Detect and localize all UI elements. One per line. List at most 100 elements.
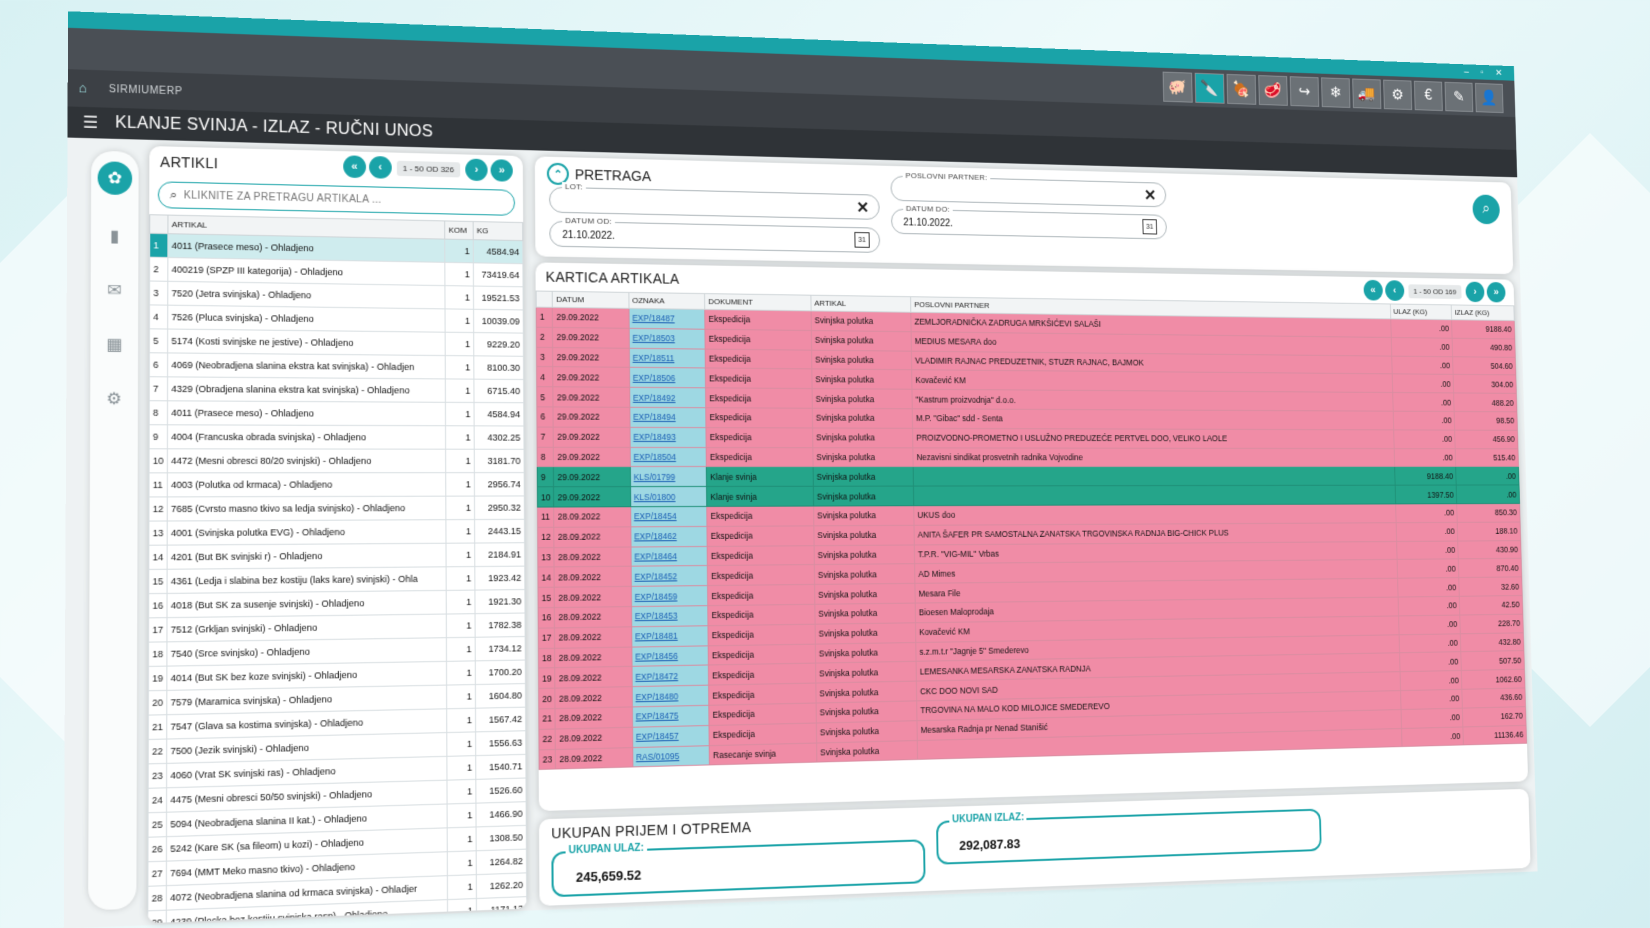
next-page-button[interactable]: › [1465, 281, 1485, 303]
table-row[interactable]: 5 5174 (Kosti svinjske ne jestive) - Ohla… [149, 328, 524, 357]
document-link[interactable]: EXP/18472 [635, 670, 679, 682]
column-header: DOKUMENT [704, 293, 812, 311]
pig-icon[interactable]: 🐖 [1162, 71, 1193, 103]
table-cell: .00 [1393, 429, 1456, 449]
document-link[interactable]: EXP/18464 [634, 551, 677, 562]
clear-icon[interactable]: ✕ [856, 199, 870, 217]
app-name: SIRMIUMERP [108, 83, 183, 98]
euro-icon[interactable]: € [1413, 80, 1443, 112]
document-link[interactable]: EXP/18456 [635, 650, 678, 662]
document-link[interactable]: EXP/18503 [632, 333, 675, 344]
search-button[interactable]: ⌕ [1472, 194, 1501, 225]
home-icon[interactable]: ⌂ [78, 79, 88, 96]
document-link[interactable]: EXP/18494 [633, 412, 676, 423]
snowflake-icon[interactable]: ❄ [1321, 77, 1351, 108]
chart-icon[interactable]: ▮ [109, 227, 120, 246]
document-link[interactable]: KLS/01800 [633, 491, 676, 502]
first-page-button[interactable]: « [342, 155, 366, 179]
close-button[interactable]: ✕ [1495, 67, 1503, 79]
document-link[interactable]: RAS/01095 [635, 750, 680, 763]
oznaka-cell: EXP/18457 [632, 725, 710, 748]
table-cell: 28.09.2022 [554, 506, 631, 528]
truck-icon[interactable]: 🚚 [1352, 78, 1382, 109]
document-link[interactable]: EXP/18506 [632, 372, 676, 383]
table-row[interactable]: 11 4003 (Polutka od krmaca) - Ohladjeno 1 2… [148, 472, 525, 497]
table-cell: 10 [537, 486, 555, 508]
minimize-button[interactable]: – [1463, 66, 1469, 77]
table-cell: 21 [148, 714, 167, 740]
document-link[interactable]: EXP/18492 [632, 392, 676, 403]
table-row[interactable]: 9 29.09.2022 KLS/01799 Klanje svinja Svinjsk… [537, 466, 1520, 487]
document-link[interactable]: EXP/18487 [632, 313, 675, 324]
document-link[interactable]: EXP/18459 [634, 590, 678, 602]
document-link[interactable]: EXP/18504 [633, 451, 677, 462]
table-cell: 7 [149, 376, 168, 401]
table-cell: 32.60 [1458, 577, 1523, 597]
gears-icon[interactable]: ⚙ [1383, 79, 1413, 111]
datum-od-field[interactable]: DATUM OD: 21.10.2022. 31 [549, 215, 881, 253]
table-cell: 24 [148, 787, 167, 813]
document-link[interactable]: EXP/18452 [634, 571, 678, 582]
document-link[interactable]: EXP/18454 [633, 511, 677, 522]
knife-icon[interactable]: 🔪 [1194, 72, 1225, 104]
document-link[interactable]: EXP/18457 [635, 730, 679, 743]
clear-icon[interactable]: ✕ [1144, 187, 1157, 205]
maximize-button[interactable]: ▫ [1480, 67, 1484, 78]
first-page-button[interactable]: « [1363, 279, 1383, 301]
meat-icon[interactable]: 🥩 [1258, 75, 1288, 106]
datum-do-field[interactable]: DATUM DO: 21.10.2022. 31 [890, 203, 1168, 240]
document-link[interactable]: EXP/18480 [635, 690, 679, 702]
table-row[interactable]: 14 4201 (But BK svinjski r) - Ohladjeno 1 2… [148, 542, 525, 570]
table-cell: 1734.12 [475, 636, 526, 661]
table-row[interactable]: 12 7685 (Cvrsto masno tkivo sa ledja svin… [148, 495, 525, 522]
table-cell: Svinjska polutka [813, 525, 915, 546]
document-link[interactable]: KLS/01799 [633, 471, 676, 482]
table-cell: 1 [444, 239, 474, 263]
table-cell: 436.60 [1462, 687, 1526, 708]
next-page-button[interactable]: › [465, 158, 488, 182]
last-page-button[interactable]: » [1486, 281, 1506, 303]
artikli-pager: « ‹ 1 - 50 OD 326 › » [342, 155, 513, 182]
last-page-button[interactable]: » [490, 159, 513, 182]
table-cell: 507.50 [1461, 650, 1525, 671]
document-link[interactable]: EXP/18511 [632, 352, 675, 364]
settings-icon[interactable]: ⚙ [106, 390, 122, 409]
leg-icon[interactable]: 🍖 [1226, 73, 1257, 105]
table-row[interactable]: 9 4004 (Francuska obrada svinjska) - Ohla… [149, 424, 525, 450]
calendar-icon[interactable]: 31 [854, 231, 870, 248]
apps-icon[interactable]: ✿ [97, 161, 133, 196]
table-cell: 13 [148, 520, 168, 546]
calculator-icon[interactable]: ▦ [106, 336, 123, 355]
lot-field[interactable]: LOT: ✕ [549, 181, 880, 220]
document-link[interactable]: EXP/18462 [634, 531, 677, 542]
menu-icon[interactable]: ☰ [82, 114, 99, 133]
artikli-search-input[interactable] [183, 189, 515, 209]
table-cell: 20 [538, 688, 556, 709]
mail-icon[interactable]: ✉ [107, 281, 122, 300]
calendar-icon[interactable]: 31 [1142, 219, 1158, 235]
table-cell: Svinjska polutka [811, 369, 913, 390]
table-cell: 28.09.2022 [554, 606, 632, 628]
table-row[interactable]: 8 29.09.2022 EXP/18504 Ekspedicija Svinjska … [537, 446, 1519, 467]
pen-icon[interactable]: ✎ [1444, 81, 1474, 113]
document-link[interactable]: EXP/18475 [635, 710, 679, 722]
table-row[interactable]: 7 4329 (Obradjena slanina ekstra kat svin… [149, 376, 524, 403]
table-row[interactable]: 7 29.09.2022 EXP/18493 Ekspedicija Svinjska … [536, 426, 1518, 449]
table-row[interactable]: 8 4011 (Prasece meso) - Ohladjeno 1 4584.94 [149, 400, 524, 427]
table-cell: .00 [1397, 577, 1460, 598]
document-link[interactable]: EXP/18453 [634, 610, 678, 622]
column-header: DATUM [552, 291, 629, 309]
document-link[interactable]: EXP/18493 [633, 432, 676, 443]
hook-icon[interactable]: ↪ [1289, 76, 1320, 107]
user-settings-icon[interactable]: 👤 [1474, 82, 1504, 114]
table-row[interactable]: 10 4472 (Mesni obresci 80/20 svinjski) - … [149, 448, 525, 473]
app-window: – ▫ ✕ 🐖 🔪 🍖 🥩 ↪ ❄ 🚚 ⚙ € ✎ 👤 ⌂ SIRMIUMERP ☰ KLANJE … [63, 11, 1538, 928]
document-link[interactable]: EXP/18481 [634, 630, 678, 642]
table-cell: 8100.30 [473, 355, 524, 380]
prev-page-button[interactable]: ‹ [1384, 280, 1405, 301]
table-row[interactable]: 6 4069 (Neobradjena slanina ekstra kat sv… [149, 352, 524, 380]
table-row[interactable]: 13 4001 (Svinjska polutka EVG) - Ohladjen… [148, 519, 525, 546]
table-cell: Svinjska polutka [815, 661, 917, 684]
prev-page-button[interactable]: ‹ [368, 155, 392, 179]
partner-field[interactable]: POSLOVNI PARTNER: ✕ [890, 171, 1167, 208]
